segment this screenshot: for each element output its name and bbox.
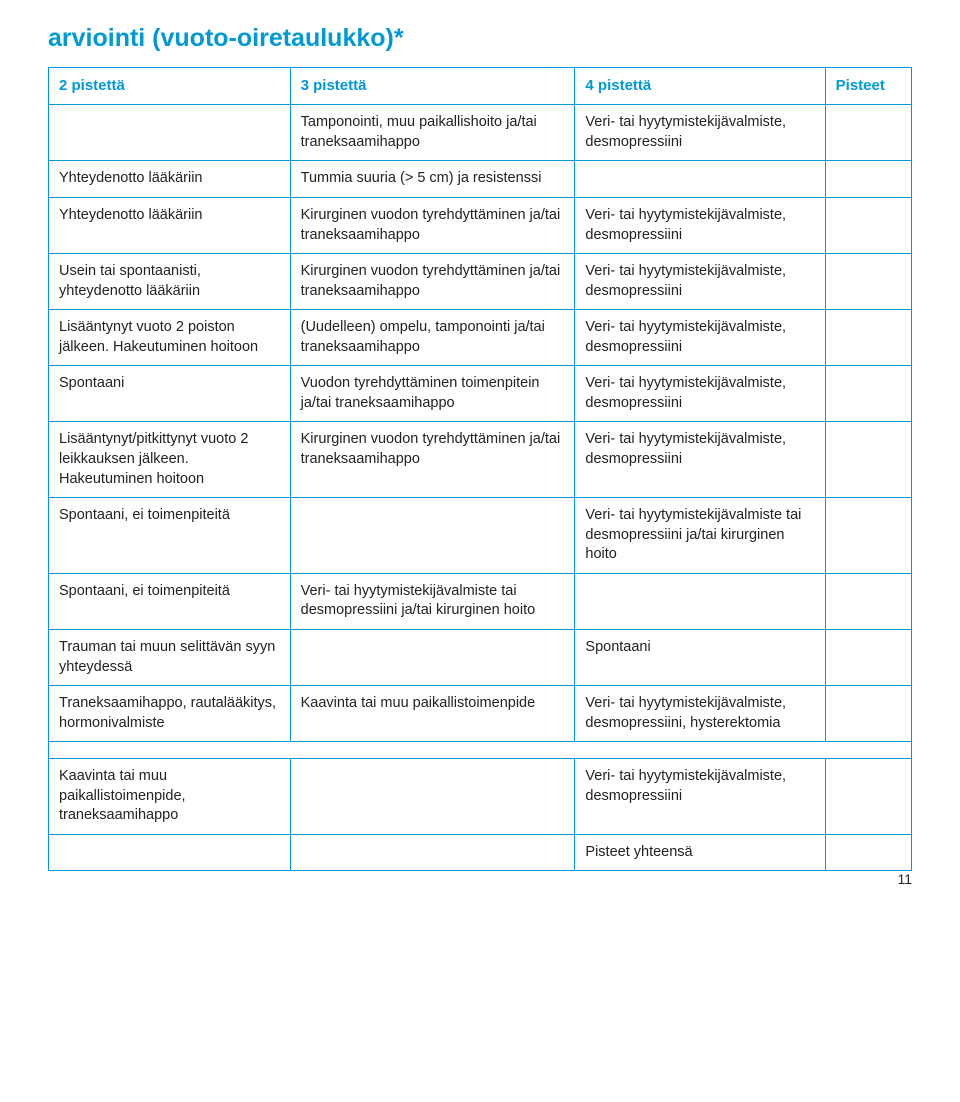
- cell: Usein tai spontaanisti, yhteydenotto lää…: [49, 254, 291, 310]
- cell: Veri- tai hyytymistekijävalmiste tai des…: [290, 573, 575, 629]
- table-row: Lisääntynyt/pitkittynyt vuoto 2 leikkauk…: [49, 422, 912, 498]
- header-col-2: 3 pistettä: [290, 68, 575, 105]
- table-row: Kaavinta tai muu paikallistoimenpide, tr…: [49, 759, 912, 835]
- cell: Kirurginen vuodon tyrehdyttäminen ja/tai…: [290, 197, 575, 253]
- total-label-cell: Pisteet yhteensä: [575, 834, 825, 871]
- table-row: Usein tai spontaanisti, yhteydenotto lää…: [49, 254, 912, 310]
- cell: Veri- tai hyytymistekijävalmiste, desmop…: [575, 310, 825, 366]
- cell: Tamponointi, muu paikallishoito ja/tai t…: [290, 105, 575, 161]
- cell: [825, 254, 911, 310]
- cell: Veri- tai hyytymistekijävalmiste, desmop…: [575, 686, 825, 742]
- cell: [575, 573, 825, 629]
- header-col-3: 4 pistettä: [575, 68, 825, 105]
- cell: [825, 105, 911, 161]
- cell: Kirurginen vuodon tyrehdyttäminen ja/tai…: [290, 254, 575, 310]
- cell: [825, 161, 911, 198]
- cell: Trauman tai muun selittävän syyn yhteyde…: [49, 629, 291, 685]
- table-row: Yhteydenotto lääkäriin Tummia suuria (> …: [49, 161, 912, 198]
- table-row: Yhteydenotto lääkäriin Kirurginen vuodon…: [49, 197, 912, 253]
- table-row: Trauman tai muun selittävän syyn yhteyde…: [49, 629, 912, 685]
- cell: [290, 498, 575, 574]
- table-row: Lisääntynyt vuoto 2 poiston jälkeen. Hak…: [49, 310, 912, 366]
- cell: Lisääntynyt vuoto 2 poiston jälkeen. Hak…: [49, 310, 291, 366]
- cell: [290, 629, 575, 685]
- cell: [49, 105, 291, 161]
- cell: Spontaani, ei toimenpiteitä: [49, 498, 291, 574]
- cell: Yhteydenotto lääkäriin: [49, 161, 291, 198]
- cell: (Uudelleen) ompelu, tamponointi ja/tai t…: [290, 310, 575, 366]
- cell: Kaavinta tai muu paikallistoimenpide: [290, 686, 575, 742]
- table-row: Tamponointi, muu paikallishoito ja/tai t…: [49, 105, 912, 161]
- cell: Traneksaamihappo, rautalääkitys, hormoni…: [49, 686, 291, 742]
- page-number: 11: [897, 871, 912, 887]
- cell: Yhteydenotto lääkäriin: [49, 197, 291, 253]
- header-col-4: Pisteet: [825, 68, 911, 105]
- cell: [825, 759, 911, 835]
- cell: Veri- tai hyytymistekijävalmiste, desmop…: [575, 197, 825, 253]
- document-title: arviointi (vuoto-oiretaulukko)*: [48, 24, 912, 53]
- cell: [825, 573, 911, 629]
- spacer-row: [49, 742, 912, 759]
- cell: Lisääntynyt/pitkittynyt vuoto 2 leikkauk…: [49, 422, 291, 498]
- cell: Kirurginen vuodon tyrehdyttäminen ja/tai…: [290, 422, 575, 498]
- cell: [825, 498, 911, 574]
- cell: [49, 834, 291, 871]
- cell: [825, 629, 911, 685]
- cell: [825, 197, 911, 253]
- cell: Veri- tai hyytymistekijävalmiste, desmop…: [575, 105, 825, 161]
- cell: [575, 161, 825, 198]
- cell: [825, 310, 911, 366]
- table-row: Spontaani, ei toimenpiteitä Veri- tai hy…: [49, 498, 912, 574]
- table-header-row: 2 pistettä 3 pistettä 4 pistettä Pisteet: [49, 68, 912, 105]
- cell: Vuodon tyrehdyttäminen toimenpitein ja/t…: [290, 366, 575, 422]
- page-container: arviointi (vuoto-oiretaulukko)* 2 pistet…: [0, 0, 960, 895]
- cell: Veri- tai hyytymistekijävalmiste, desmop…: [575, 254, 825, 310]
- cell: Spontaani, ei toimenpiteitä: [49, 573, 291, 629]
- cell: [825, 686, 911, 742]
- cell: [290, 759, 575, 835]
- cell: Spontaani: [575, 629, 825, 685]
- cell: Veri- tai hyytymistekijävalmiste tai des…: [575, 498, 825, 574]
- cell: [825, 834, 911, 871]
- cell: Tummia suuria (> 5 cm) ja resistenssi: [290, 161, 575, 198]
- cell: [825, 366, 911, 422]
- cell: Veri- tai hyytymistekijävalmiste, desmop…: [575, 759, 825, 835]
- table-row: Traneksaamihappo, rautalääkitys, hormoni…: [49, 686, 912, 742]
- cell: Spontaani: [49, 366, 291, 422]
- table-row: Pisteet yhteensä: [49, 834, 912, 871]
- header-col-1: 2 pistettä: [49, 68, 291, 105]
- cell: [290, 834, 575, 871]
- table-row: Spontaani, ei toimenpiteitä Veri- tai hy…: [49, 573, 912, 629]
- cell: Veri- tai hyytymistekijävalmiste, desmop…: [575, 422, 825, 498]
- score-table: 2 pistettä 3 pistettä 4 pistettä Pisteet…: [48, 67, 912, 871]
- cell: [825, 422, 911, 498]
- table-row: Spontaani Vuodon tyrehdyttäminen toimenp…: [49, 366, 912, 422]
- cell: Kaavinta tai muu paikallistoimenpide, tr…: [49, 759, 291, 835]
- cell: Veri- tai hyytymistekijävalmiste, desmop…: [575, 366, 825, 422]
